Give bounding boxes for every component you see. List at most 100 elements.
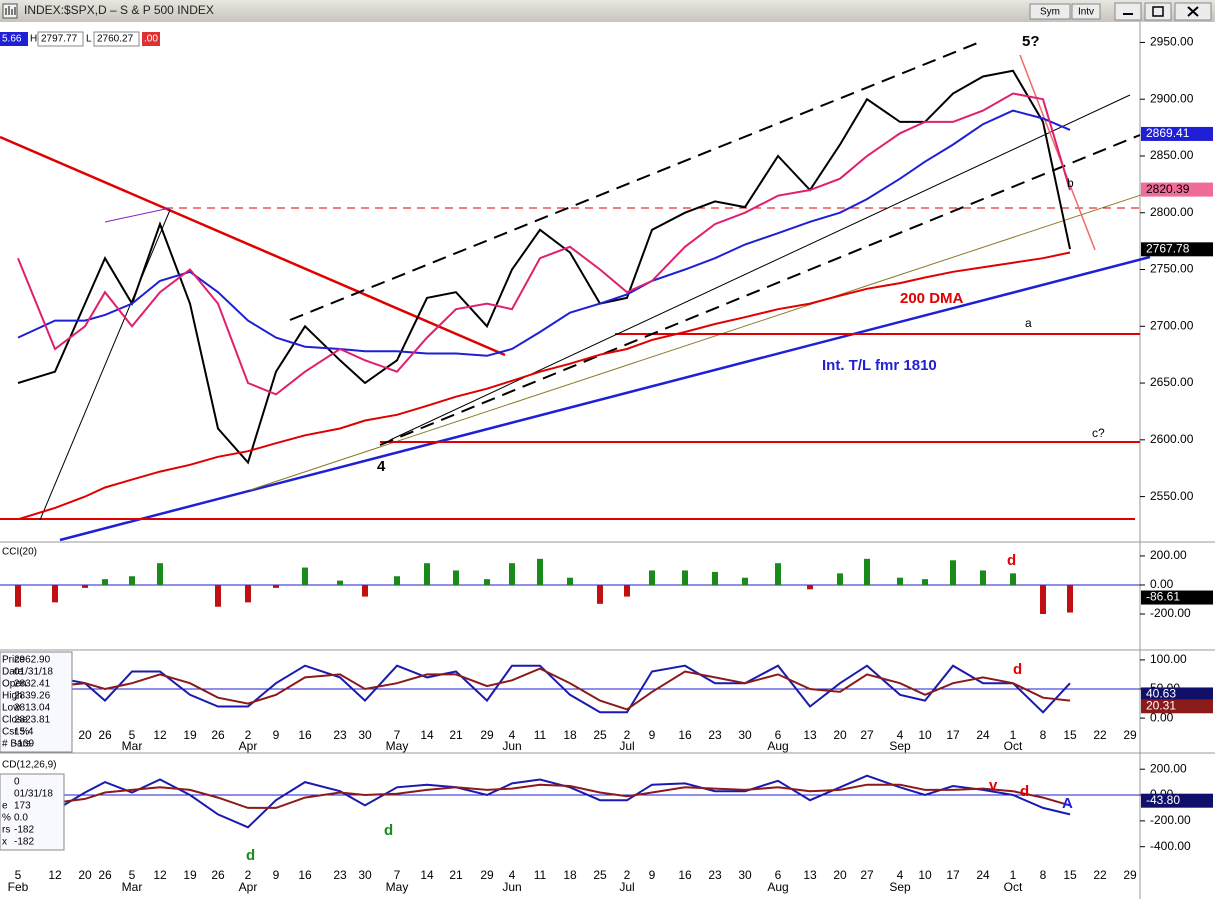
quote-label: L — [86, 34, 92, 45]
annotation: d — [1020, 783, 1029, 800]
panel: 2550.00 2600.00 2650.00 2700.00 2750.00 2800.… — [17, 33, 1213, 521]
sym-button[interactable] — [1029, 3, 1071, 20]
quote-box — [93, 31, 140, 47]
bar — [712, 571, 718, 585]
trendlines — [0, 41, 1151, 542]
x-tick-label: 23 — [333, 868, 347, 882]
annotation: d — [384, 822, 393, 839]
info-value: 2839.26 — [14, 691, 51, 702]
x-tick-label: 10 — [918, 868, 932, 882]
info-label: Low — [2, 703, 21, 714]
x-month-label: Mar — [122, 739, 143, 753]
x-tick-label: 29 — [1123, 868, 1137, 882]
bar — [394, 576, 400, 585]
x-month-label: Jun — [502, 880, 521, 894]
series-line — [17, 667, 1071, 711]
sym-button-label[interactable]: Sym — [1040, 7, 1060, 18]
info-value: 01/31/18 — [14, 789, 53, 800]
y-tick-label: -400.00 — [1150, 839, 1191, 853]
y-tick-label: 2950.00 — [1150, 35, 1194, 49]
x-tick-label: 24 — [976, 868, 990, 882]
x-tick-label: 7 — [394, 728, 401, 742]
bar — [157, 563, 163, 585]
info-value: 2962.90 — [14, 655, 51, 666]
bar — [362, 584, 368, 597]
bar — [484, 579, 490, 585]
x-tick-label: 1 — [1010, 728, 1017, 742]
x-tick-label: 25 — [593, 728, 607, 742]
x-tick-label: 11 — [534, 728, 547, 742]
info-value: 15.4 — [14, 727, 34, 738]
trendline — [389, 94, 1131, 441]
intv-button[interactable] — [1071, 3, 1101, 20]
bar — [215, 584, 221, 607]
y-tick-label: 0.00 — [1150, 577, 1174, 591]
x-tick-label: 12 — [48, 868, 62, 882]
bar — [1040, 584, 1046, 614]
y-tick-label: 2750.00 — [1150, 262, 1194, 276]
x-tick-label: 17 — [946, 728, 960, 742]
intv-button-label[interactable]: Intv — [1078, 7, 1094, 18]
x-tick-label: 2 — [245, 728, 252, 742]
bar — [1067, 584, 1073, 613]
x-tick-label: 15 — [1063, 868, 1077, 882]
x-tick-label: 4 — [509, 868, 516, 882]
info-box — [0, 651, 73, 753]
y-tick-label: 2650.00 — [1150, 375, 1194, 389]
app-icon-bars — [5, 6, 16, 15]
annotation: 5? — [1022, 33, 1040, 50]
y-tick-label: 2800.00 — [1150, 205, 1194, 219]
x-tick-label: 21 — [449, 728, 463, 742]
info-label: rs — [2, 825, 10, 836]
info-value: 2832.41 — [14, 679, 51, 690]
quote-box — [0, 32, 28, 46]
x-tick-label: 24 — [976, 728, 990, 742]
bar — [567, 577, 573, 585]
x-tick-label: 12 — [153, 728, 167, 742]
x-tick-label: 18 — [563, 728, 577, 742]
annotation: b — [1067, 176, 1074, 190]
y-tick-label: -200.00 — [1150, 813, 1191, 827]
last-value-label: 2869.41 — [1146, 126, 1190, 140]
x-tick-label: 8 — [1040, 868, 1047, 882]
x-tick-label: 7 — [394, 868, 401, 882]
x-tick-label: 16 — [678, 728, 692, 742]
x-month-label: Jul — [619, 880, 634, 894]
x-tick-label: 4 — [509, 728, 516, 742]
minimize-button[interactable] — [1114, 2, 1142, 21]
series-line — [17, 251, 1071, 521]
info-value: 2813.04 — [14, 703, 51, 714]
x-tick-label: 21 — [449, 868, 463, 882]
x-tick-label: 20 — [833, 868, 847, 882]
last-value-label: 20.31 — [1146, 698, 1176, 712]
x-tick-label: 16 — [678, 868, 692, 882]
x-tick-label: 13 — [803, 728, 817, 742]
info-label: e — [2, 801, 8, 812]
maximize-button[interactable] — [1144, 2, 1172, 21]
y-tick-label: 2850.00 — [1150, 148, 1194, 162]
info-label: x — [2, 837, 7, 848]
x-tick-label: 9 — [273, 728, 280, 742]
x-tick-label: 4 — [897, 868, 904, 882]
x-tick-label: 15 — [1063, 728, 1077, 742]
x-tick-label: 6 — [775, 868, 782, 882]
bar — [742, 577, 748, 585]
bar — [980, 570, 986, 585]
x-month-label: Apr — [239, 880, 258, 894]
info-value: -182 — [14, 825, 34, 836]
x-month-label: Mar — [122, 880, 143, 894]
x-tick-label: 5 — [129, 868, 136, 882]
bar — [509, 563, 515, 585]
x-tick-label: 9 — [273, 868, 280, 882]
x-tick-label: 2 — [624, 868, 631, 882]
bar — [837, 573, 843, 585]
last-value-box — [1141, 590, 1213, 605]
bar — [649, 570, 655, 585]
series-line — [17, 92, 1071, 396]
bar — [597, 584, 603, 604]
x-tick-label: 11 — [534, 868, 547, 882]
x-tick-label: 13 — [803, 868, 817, 882]
bar — [775, 563, 781, 585]
x-tick-label: 20 — [833, 728, 847, 742]
